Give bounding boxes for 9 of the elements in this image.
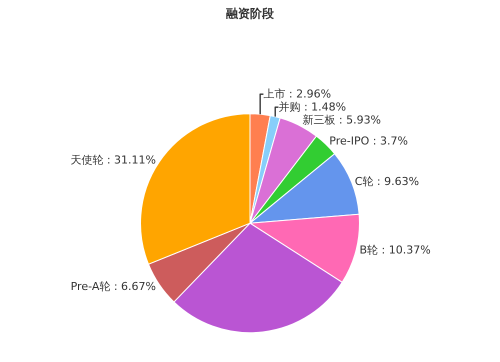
slice-label: 天使轮 : 31.11% — [70, 153, 156, 166]
slice-label: Pre-A轮 : 6.67% — [70, 280, 156, 293]
slice-label: B轮 : 10.37% — [359, 244, 431, 257]
slice-label: 并购 : 1.48% — [278, 100, 346, 114]
chart-title: 融资阶段 — [226, 6, 275, 20]
slice-label: C轮 : 9.63% — [354, 174, 420, 188]
slice-label: 新三板 : 5.93% — [302, 114, 382, 127]
slice-label: 上市 : 2.96% — [263, 88, 332, 101]
slice-label: Pre-IPO : 3.7% — [329, 134, 408, 148]
